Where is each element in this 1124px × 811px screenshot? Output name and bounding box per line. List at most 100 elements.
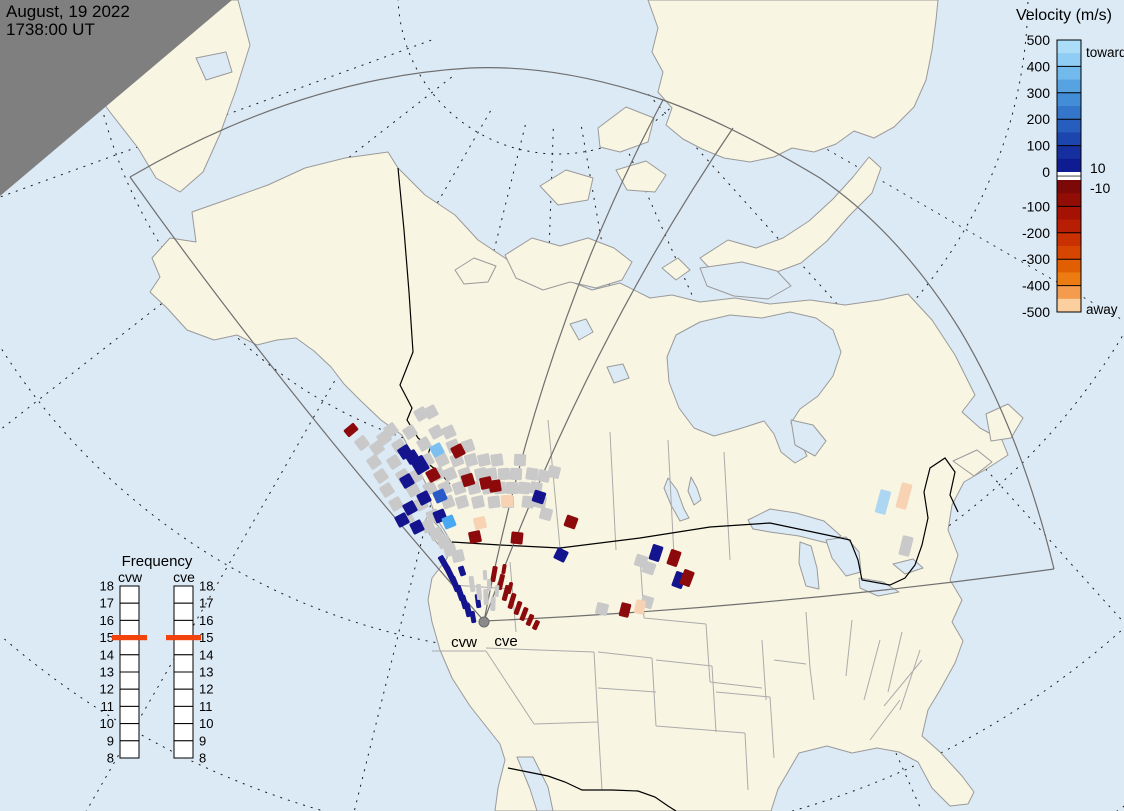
frequency-tick-label: 14: [100, 647, 114, 662]
velocity-bar-segment: [1057, 220, 1081, 234]
frequency-tick-label: 18: [100, 579, 114, 594]
radar-label-cvw: cvw: [451, 634, 477, 651]
velocity-legend-title: Velocity (m/s): [1016, 7, 1112, 24]
velocity-tick-label: 400: [1027, 58, 1051, 74]
frequency-tick-label: 11: [101, 699, 115, 714]
frequency-tick-label: 13: [199, 665, 213, 680]
frequency-col-cvw: cvw: [118, 569, 143, 585]
frequency-tick-label: 9: [107, 733, 114, 748]
velocity-cell: [498, 468, 511, 481]
frequency-tick-label: 16: [199, 613, 213, 628]
timestamp-time: 1738:00 UT: [6, 20, 95, 39]
map-canvas: cvw cve August, 19 2022 1738:00 UT Veloc…: [0, 0, 1124, 811]
frequency-tick-label: 8: [107, 751, 114, 766]
velocity-bar-segment: [1057, 146, 1081, 160]
frequency-tick-label: 10: [199, 716, 213, 731]
velocity-bar-segment: [1057, 119, 1081, 133]
velocity-cell: [517, 481, 530, 494]
frequency-tick-label: 9: [199, 733, 206, 748]
frequency-ladder-cell: [120, 586, 139, 603]
frequency-active-marker: [166, 635, 201, 640]
velocity-tick-label: 100: [1027, 138, 1051, 154]
frequency-tick-label: 14: [199, 647, 213, 662]
velocity-bar-segment: [1057, 80, 1081, 94]
frequency-tick-label: 15: [199, 630, 213, 645]
velocity-cell: [483, 570, 488, 580]
velocity-cell: [510, 468, 522, 480]
frequency-ladder-cell: [174, 741, 193, 758]
velocity-tick-label: 300: [1027, 85, 1051, 101]
velocity-tick-label: 200: [1027, 111, 1051, 127]
velocity-cell: [488, 479, 502, 493]
velocity-bar-segment: [1057, 93, 1081, 107]
frequency-legend-title: Frequency: [122, 553, 193, 570]
velocity-cell: [510, 531, 523, 544]
frequency-active-marker: [112, 635, 147, 640]
velocity-cell: [477, 453, 491, 467]
frequency-col-cve: cve: [173, 569, 195, 585]
velocity-tick-label: -100: [1022, 198, 1050, 214]
velocity-bar-segment: [1057, 206, 1081, 220]
frequency-tick-label: 15: [100, 630, 114, 645]
velocity-neg-threshold: -10: [1090, 180, 1110, 196]
velocity-bar-segment: [1057, 259, 1081, 273]
velocity-bar-segment: [1057, 180, 1081, 194]
velocity-toward-label: toward: [1086, 45, 1124, 60]
velocity-cell: [514, 454, 527, 467]
velocity-bar-segment: [1057, 286, 1081, 300]
frequency-ladder-cell: [120, 706, 139, 723]
frequency-ladder-cell: [174, 603, 193, 620]
frequency-ladder-cell: [174, 689, 193, 706]
velocity-cell: [471, 495, 485, 509]
velocity-tick-label: 500: [1027, 32, 1051, 48]
velocity-cell: [483, 589, 489, 605]
frequency-ladder-cell: [120, 655, 139, 672]
velocity-bar-segment: [1057, 299, 1081, 313]
superdarn-velocity-map: cvw cve August, 19 2022 1738:00 UT Veloc…: [0, 0, 1124, 811]
frequency-ladder-cell: [174, 655, 193, 672]
frequency-tick-label: 8: [199, 751, 206, 766]
velocity-tick-label: 0: [1042, 164, 1050, 180]
timestamp-date: August, 19 2022: [6, 2, 130, 21]
frequency-tick-label: 18: [199, 579, 213, 594]
velocity-tick-label: -300: [1022, 251, 1050, 267]
frequency-ladder-cell: [120, 689, 139, 706]
frequency-tick-label: 11: [199, 699, 213, 714]
velocity-cell: [501, 495, 514, 508]
frequency-ladder-cell: [120, 603, 139, 620]
frequency-tick-label: 17: [199, 596, 213, 611]
velocity-bar-segment: [1057, 246, 1081, 260]
velocity-bar-segment: [1057, 233, 1081, 247]
velocity-bar-segment: [1057, 193, 1081, 207]
frequency-tick-label: 12: [199, 682, 213, 697]
velocity-cell: [506, 482, 518, 494]
velocity-colorbar: [1057, 40, 1081, 312]
velocity-cell: [495, 585, 500, 597]
velocity-away-label: away: [1086, 302, 1118, 317]
velocity-zero-line: [1057, 175, 1081, 177]
velocity-tick-label: -400: [1022, 278, 1050, 294]
frequency-tick-label: 13: [100, 665, 114, 680]
velocity-bar-segment: [1057, 106, 1081, 120]
frequency-ladder-cell: [174, 672, 193, 689]
frequency-ladder-cell: [174, 586, 193, 603]
radar-site-dot: [479, 617, 489, 627]
radar-label-cve: cve: [494, 633, 517, 650]
frequency-ladder-cell: [174, 706, 193, 723]
frequency-tick-label: 17: [100, 596, 114, 611]
velocity-cell: [490, 597, 495, 611]
frequency-ladder-cell: [174, 724, 193, 741]
frequency-tick-label: 10: [100, 716, 114, 731]
velocity-cell: [525, 467, 539, 481]
velocity-cell: [487, 495, 500, 508]
frequency-ladder-cell: [120, 741, 139, 758]
velocity-cell: [490, 453, 504, 467]
velocity-pos-threshold: 10: [1090, 160, 1106, 176]
velocity-bar-segment: [1057, 272, 1081, 286]
velocity-bar-segment: [1057, 53, 1081, 67]
velocity-tick-label: -200: [1022, 225, 1050, 241]
velocity-cell: [468, 530, 482, 544]
velocity-tick-label: -500: [1022, 304, 1050, 320]
frequency-ladder-cell: [120, 724, 139, 741]
velocity-bar-segment: [1057, 66, 1081, 80]
